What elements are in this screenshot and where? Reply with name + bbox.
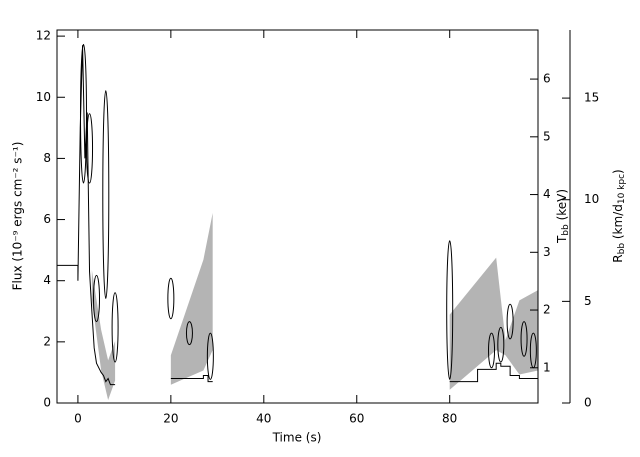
flux-line	[57, 45, 538, 386]
y2-tick-label: 1	[543, 360, 551, 374]
y3-tick-label: 10	[584, 192, 599, 206]
y2-axis-label: Tbb (keV)	[555, 189, 571, 244]
y2-tick-label: 4	[543, 187, 551, 201]
y3-label-sub2: 10 kpc	[617, 174, 627, 204]
temperature-ellipse	[446, 240, 454, 380]
radius-band	[449, 257, 538, 390]
x-tick-label: 60	[349, 412, 364, 426]
y-tick-label: 8	[43, 151, 51, 165]
temperature-ellipse	[102, 90, 110, 299]
y2-label-main: T	[555, 235, 569, 244]
y-tick-label: 6	[43, 212, 51, 226]
y2-tick-label: 5	[543, 129, 551, 143]
temperature-ellipse	[206, 332, 214, 380]
y3-label-rest: (km/d	[611, 204, 625, 243]
x-axis-label: Time (s)	[272, 431, 322, 445]
y3-label-end: )	[611, 169, 625, 174]
plot-frame	[56, 29, 539, 404]
y-tick-label: 10	[36, 90, 51, 104]
y3-tick-label: 5	[584, 294, 592, 308]
y2-tick-label: 2	[543, 303, 551, 317]
x-tick-label: 0	[74, 412, 82, 426]
temperature-ellipse	[185, 321, 193, 346]
radius-band	[91, 269, 116, 400]
y3-label-main: R	[611, 254, 625, 262]
y-tick-label: 12	[36, 29, 51, 43]
temperature-ellipse	[86, 113, 94, 184]
y-tick-label: 4	[43, 273, 51, 287]
temperature-ellipse	[93, 274, 101, 323]
y3-tick-label: 15	[584, 91, 599, 105]
temperature-ellipse	[520, 321, 528, 357]
y2-label-rest: (keV)	[555, 189, 569, 224]
x-tick-label: 80	[442, 412, 457, 426]
y2-tick-label: 3	[543, 245, 551, 259]
temperature-ellipse	[111, 292, 119, 363]
temperature-ellipse	[167, 277, 175, 320]
y3-axis-label: Rbb (km/d10 kpc)	[611, 169, 627, 262]
temperature-ellipse	[497, 326, 505, 363]
y2-label-sub: bb	[561, 224, 571, 236]
y3-label-sub: bb	[617, 243, 627, 255]
y3-tick-label: 0	[584, 396, 592, 410]
temperature-ellipse	[488, 332, 496, 369]
y-tick-label: 2	[43, 334, 51, 348]
y2-tick-label: 6	[543, 72, 551, 86]
temperature-ellipse	[79, 43, 87, 184]
temperature-ellipse	[506, 303, 514, 340]
y-tick-label: 0	[43, 396, 51, 410]
y-axis-label: Flux (10⁻⁹ ergs cm⁻² s⁻¹)	[11, 142, 25, 291]
x-tick-label: 20	[163, 412, 178, 426]
radius-band	[170, 212, 213, 385]
x-tick-label: 40	[256, 412, 271, 426]
